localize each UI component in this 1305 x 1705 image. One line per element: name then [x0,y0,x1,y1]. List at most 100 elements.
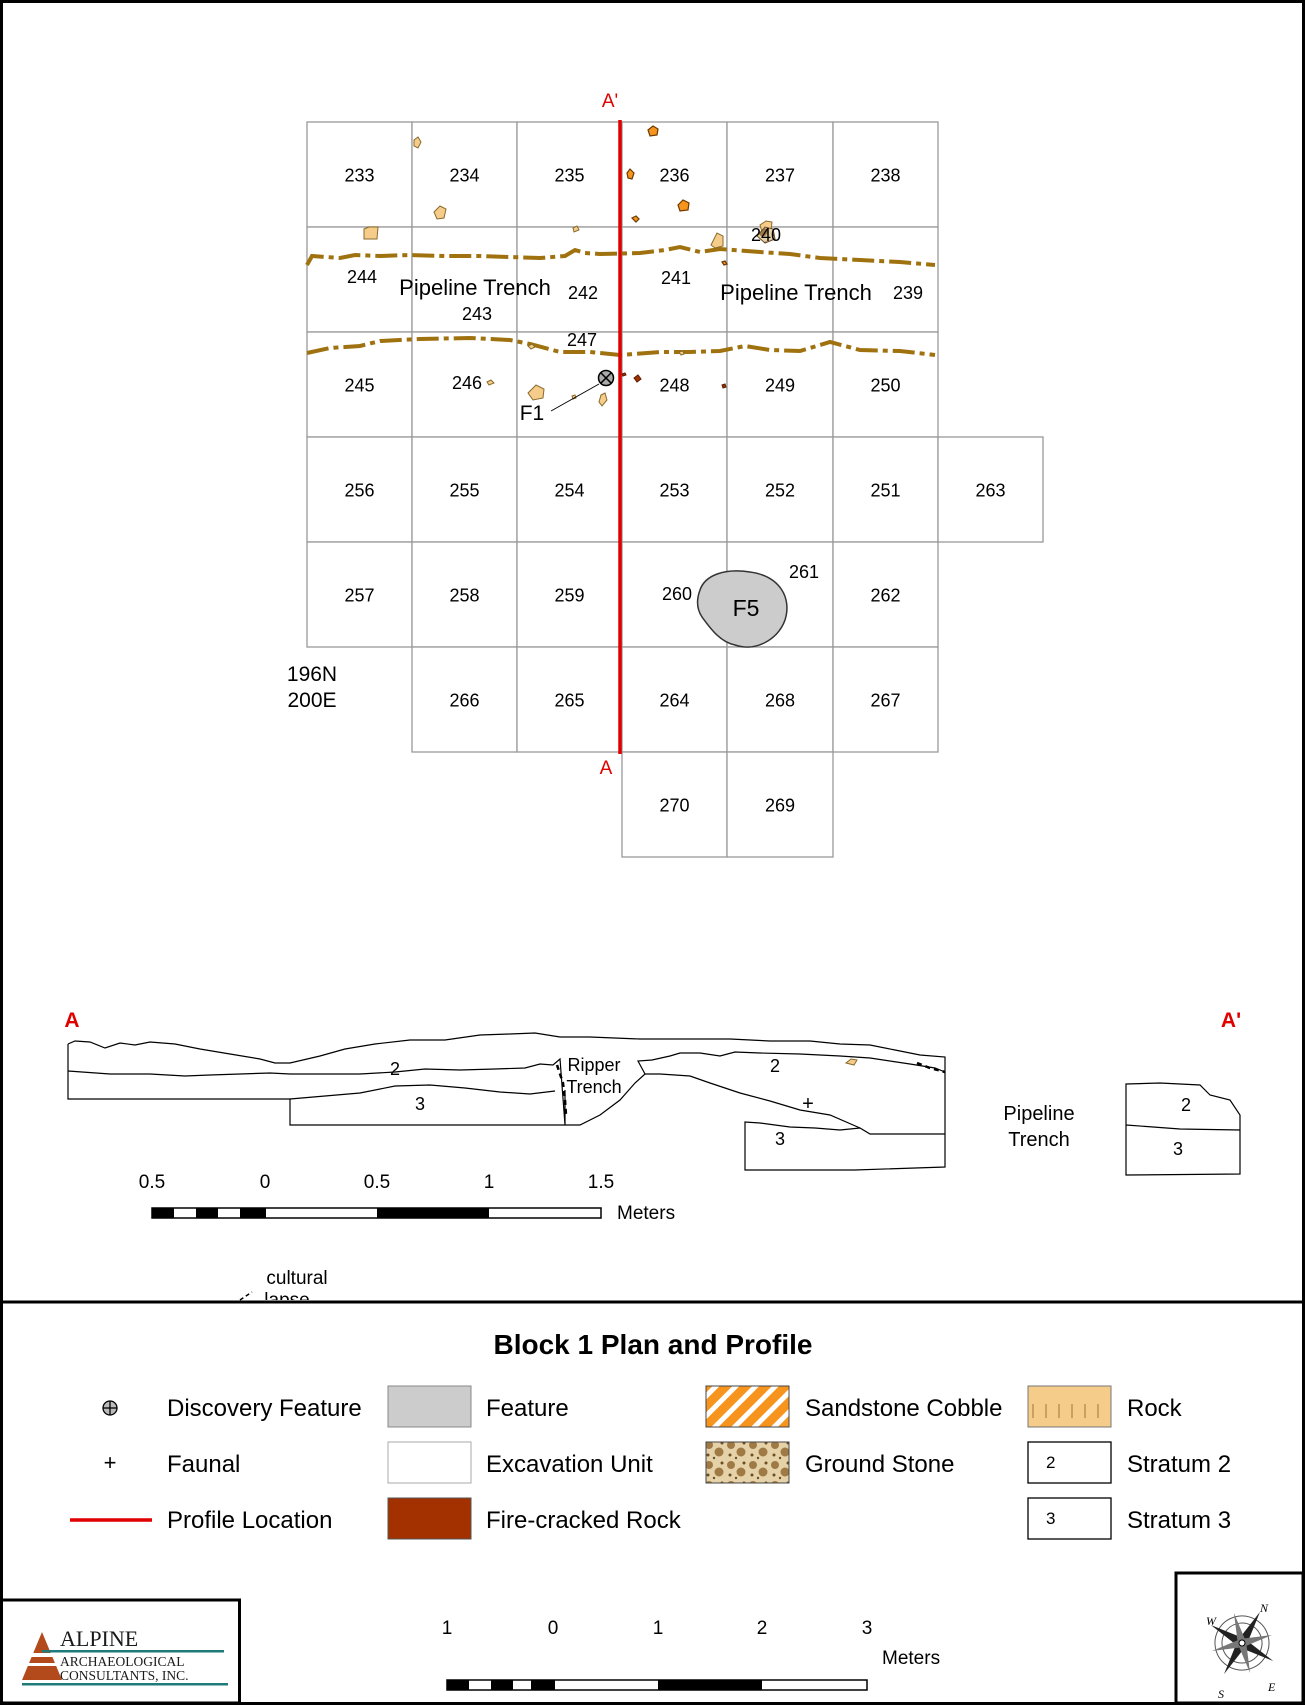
legend-label-excavation-unit: Excavation Unit [486,1451,653,1478]
excavation-unit-262 [832,541,939,648]
excavation-unit-248 [621,331,728,438]
compass-w: W [1206,1614,1217,1628]
excavation-unit-239 [832,226,939,333]
unit-label-248: 248 [659,376,689,396]
faunal-mark: + [802,1093,814,1115]
profile-view-start-label: A [64,1009,79,1032]
unit-label-254: 254 [554,481,584,501]
profile-scale-tick-1: 0 [260,1172,271,1193]
excavation-unit-255 [411,436,518,543]
excavation-unit-249 [726,331,834,438]
unit-label-264: 264 [659,691,689,711]
pipeline-trench-stratum-2: 2 [1181,1095,1191,1115]
sandstone-cobbles [626,125,728,266]
unit-label-240: 240 [751,225,781,245]
profile-rock [844,1058,858,1066]
cultural-lapse-label-1: cultural [266,1268,327,1289]
unit-label-241: 241 [661,268,691,288]
cultural-lapse-line-east [916,1061,946,1074]
unit-label-246: 246 [452,373,482,393]
unit-label-258: 258 [449,586,479,606]
excavation-unit-242 [516,226,623,333]
feature-f5 [696,570,788,648]
profile-stratum-3-east: 3 [775,1129,785,1149]
legend-box-text-3: 3 [1046,1509,1055,1528]
unit-label-266: 266 [449,691,479,711]
profile-stratum-2-west: 2 [390,1059,400,1079]
map-title: Block 1 Plan and Profile [494,1329,813,1360]
rust-box-symbol [387,1497,472,1540]
legend-label-rock: Rock [1127,1395,1183,1422]
legend-label-discovery-feature: Discovery Feature [167,1395,362,1422]
logo-line-1: ALPINE [60,1626,138,1651]
profile-end-label: A' [602,91,618,112]
legend-label-stratum-2: Stratum 2 [1127,1451,1231,1478]
unit-label-260: 260 [662,584,692,604]
pipeline-trench-profile-label-2: Trench [1008,1129,1070,1151]
excavation-unit-269 [726,751,834,858]
excavation-unit-270 [621,751,728,858]
pipeline-trench-label-east: Pipeline Trench [720,280,872,305]
pipeline-trench-stratum-3: 3 [1173,1139,1183,1159]
tan-box-symbol [1027,1385,1112,1428]
excavation-unit-266 [411,646,518,753]
unit-label-259: 259 [554,586,584,606]
excavation-unit-265 [516,646,623,753]
compass-s: S [1218,1687,1224,1701]
unit-label-256: 256 [344,481,374,501]
legend-label-feature: Feature [486,1395,569,1422]
profile-scale-tick-0: 0.5 [139,1172,165,1193]
unit-label-262: 262 [870,586,900,606]
feature-f5-label: F5 [733,595,760,621]
unit-label-250: 250 [870,376,900,396]
profile-scale-tick-4: 1.5 [588,1172,614,1193]
legend: + Discovery Feature Faunal Profile Locat… [70,1385,1231,1540]
unit-label-244: 244 [347,267,377,287]
white-box-symbol [387,1441,472,1484]
excavation-unit-238 [832,121,939,228]
cultural-lapse-leader [239,1291,253,1301]
logo-line-2: ARCHAEOLOGICAL [60,1654,185,1669]
unit-label-249: 249 [765,376,795,396]
profile-stratum-3-west: 3 [415,1094,425,1114]
unit-label-263: 263 [975,481,1005,501]
profile-view-end-label: A' [1221,1009,1241,1032]
ground-stone [756,226,776,244]
unit-label-265: 265 [554,691,584,711]
excavation-unit-233 [306,121,413,228]
plan-scale-tick-3: 2 [757,1618,768,1639]
unit-label-238: 238 [870,166,900,186]
profile-start-label: A [600,758,613,779]
excavation-unit-246 [411,331,518,438]
unit-label-261: 261 [789,562,819,582]
legend-label-profile-location: Profile Location [167,1507,332,1534]
plan-scale-bar: 1 0 1 2 3 Meters [442,1618,940,1691]
profile-scale-bar: 0.5 0 0.5 1 1.5 Meters [139,1172,675,1224]
unit-label-255: 255 [449,481,479,501]
datum-east: 200E [287,689,336,712]
excavation-unit-256 [306,436,413,543]
compass-rose-icon [1210,1611,1274,1675]
pipeline-trench-label-west: Pipeline Trench [399,275,551,300]
unit-label-267: 267 [870,691,900,711]
compass-n: N [1259,1601,1269,1615]
profile-stratum-2-east: 2 [770,1056,780,1076]
unit-label-252: 252 [765,481,795,501]
unit-label-243: 243 [462,304,492,324]
unit-label-269: 269 [765,796,795,816]
excavation-unit-254 [516,436,623,543]
profile-scale-tick-3: 1 [484,1172,495,1193]
unit-label-270: 270 [659,796,689,816]
unit-label-234: 234 [449,166,479,186]
ripper-trench-label-2: Trench [566,1077,621,1097]
plan-view: F5 F1 Pipeline Trench Pipeline Trench 19… [287,91,1044,858]
unit-label-239: 239 [893,283,923,303]
numbered-box-stratum-3 [1027,1497,1112,1540]
excavation-unit-243 [411,226,518,333]
unit-label-233: 233 [344,166,374,186]
logo-line-3: CONSULTANTS, INC. [60,1668,189,1683]
compass-e: E [1267,1680,1276,1694]
unit-label-253: 253 [659,481,689,501]
unit-label-245: 245 [344,376,374,396]
